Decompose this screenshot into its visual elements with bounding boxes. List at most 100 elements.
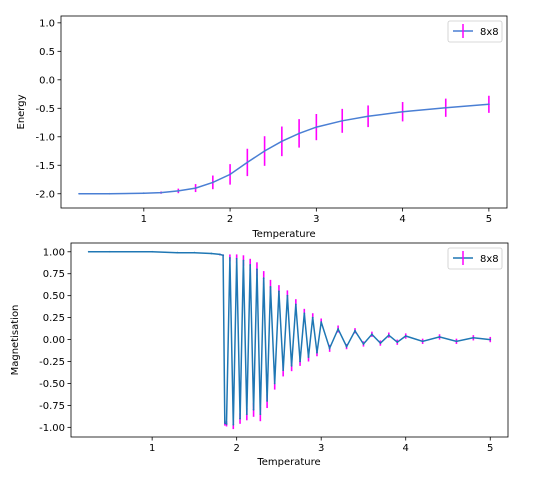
data-point bbox=[487, 103, 490, 106]
data-point bbox=[438, 336, 441, 338]
data-point bbox=[367, 115, 370, 118]
x-axis-label: Temperature bbox=[256, 457, 320, 468]
data-point bbox=[286, 294, 289, 297]
data-point bbox=[307, 356, 310, 359]
x-tick-label: 5 bbox=[486, 214, 492, 225]
legend-box bbox=[447, 20, 503, 43]
y-tick-label: -1.5 bbox=[35, 161, 55, 172]
data-point bbox=[252, 408, 255, 411]
y-axis-label: Energy bbox=[16, 94, 27, 129]
data-point bbox=[387, 334, 390, 337]
y-tick-label: -2.0 bbox=[35, 189, 55, 200]
series-line bbox=[79, 103, 489, 195]
x-tick-label: 1 bbox=[141, 214, 147, 225]
data-point bbox=[225, 422, 228, 425]
y-tick-label: 0.5 bbox=[39, 47, 55, 58]
legend-box bbox=[447, 247, 503, 270]
y-tick-label: -1.0 bbox=[35, 132, 55, 143]
x-tick-label: 3 bbox=[313, 214, 319, 225]
data-point bbox=[87, 250, 90, 253]
data-point bbox=[401, 110, 404, 113]
data-point bbox=[142, 192, 145, 195]
data-point bbox=[218, 253, 221, 256]
data-point bbox=[223, 422, 226, 424]
plot-frame bbox=[70, 242, 509, 438]
y-tick-label: -0.25 bbox=[39, 357, 65, 368]
data-point bbox=[282, 369, 285, 372]
y-tick-label: 1.00 bbox=[43, 247, 65, 258]
data-point bbox=[341, 119, 344, 122]
data-point bbox=[455, 340, 458, 343]
data-point bbox=[290, 364, 293, 367]
data-point bbox=[396, 341, 399, 344]
magnetisation-axes: 1 2 3 4 5 -1.00 -0.75 -0.50 -0.25 0.00 0.25 0.50 0.7… bbox=[39, 247, 493, 454]
data-point bbox=[160, 191, 162, 194]
data-point bbox=[266, 400, 269, 402]
energy-series bbox=[78, 95, 490, 195]
y-tick-label: 0.25 bbox=[43, 313, 65, 324]
data-point bbox=[371, 333, 373, 336]
data-point bbox=[320, 321, 323, 323]
data-point bbox=[211, 181, 214, 184]
x-tick-label: 3 bbox=[318, 443, 324, 454]
x-tick-label: 2 bbox=[227, 214, 233, 225]
data-point bbox=[232, 423, 235, 426]
data-point bbox=[108, 192, 111, 195]
data-point bbox=[489, 338, 492, 341]
data-point bbox=[242, 259, 245, 262]
data-point bbox=[269, 285, 272, 288]
y-tick-label: -1.00 bbox=[39, 423, 65, 434]
data-point bbox=[78, 192, 81, 195]
data-point bbox=[229, 257, 231, 259]
x-tick-label: 4 bbox=[399, 214, 405, 225]
y-tick-label: -0.75 bbox=[39, 401, 65, 412]
data-point bbox=[194, 187, 197, 189]
data-point bbox=[249, 264, 252, 266]
data-point bbox=[311, 316, 314, 319]
data-point bbox=[298, 132, 300, 135]
legend: 8x8 bbox=[447, 20, 503, 43]
data-point bbox=[177, 190, 180, 192]
data-point bbox=[193, 251, 196, 254]
data-point bbox=[315, 126, 318, 128]
data-point bbox=[259, 413, 262, 416]
y-tick-label: 1.0 bbox=[39, 18, 55, 29]
data-point bbox=[256, 268, 258, 271]
data-point bbox=[328, 347, 331, 350]
data-point bbox=[354, 329, 356, 332]
data-point bbox=[273, 382, 276, 385]
magnetisation-series bbox=[87, 250, 492, 430]
x-tick-label: 4 bbox=[403, 443, 409, 454]
y-tick-label: 0.00 bbox=[43, 335, 65, 346]
data-point bbox=[472, 336, 475, 339]
legend-label: 8x8 bbox=[480, 27, 499, 38]
data-point bbox=[229, 173, 231, 176]
data-point bbox=[151, 250, 154, 253]
x-tick-label: 1 bbox=[149, 443, 155, 454]
data-point bbox=[337, 328, 340, 330]
y-axis-label: Magnetisation bbox=[10, 305, 21, 376]
plot-area bbox=[61, 16, 507, 208]
data-point bbox=[235, 257, 238, 260]
legend-label: 8x8 bbox=[480, 254, 499, 265]
data-point bbox=[379, 342, 382, 344]
data-point bbox=[176, 251, 179, 254]
x-tick-label: 2 bbox=[233, 443, 239, 454]
y-tick-label: -0.5 bbox=[35, 104, 55, 115]
data-point bbox=[278, 290, 280, 293]
data-point bbox=[222, 254, 225, 257]
data-point bbox=[421, 340, 424, 343]
y-tick-label: 0.75 bbox=[43, 269, 65, 280]
x-tick-label: 5 bbox=[487, 443, 493, 454]
data-point bbox=[262, 277, 265, 280]
data-point bbox=[108, 250, 111, 253]
data-point bbox=[263, 150, 266, 152]
data-point bbox=[280, 140, 283, 143]
y-tick-label: 0.0 bbox=[39, 75, 55, 86]
data-point bbox=[303, 312, 306, 315]
data-point bbox=[245, 413, 248, 416]
data-point bbox=[239, 417, 241, 420]
y-tick-label: 0.50 bbox=[43, 291, 65, 302]
plot-frame bbox=[60, 15, 508, 209]
